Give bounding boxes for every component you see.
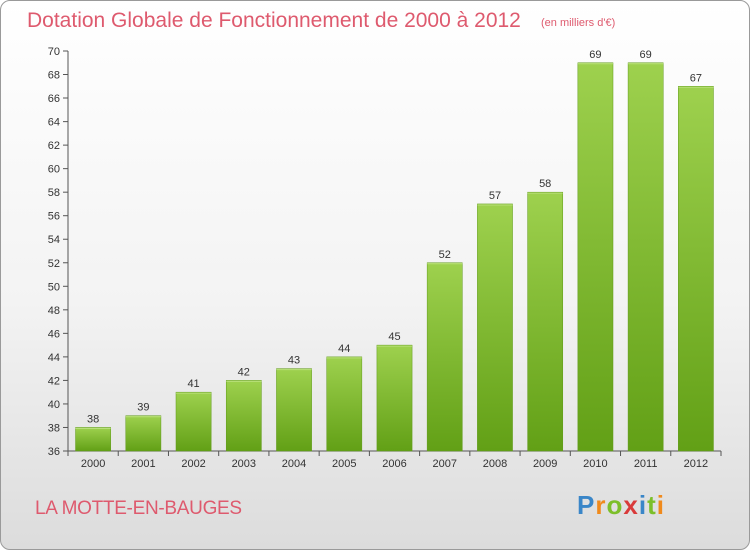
x-tick-label-2010: 2010 [583,458,607,470]
bar-2004 [276,368,312,452]
y-tick-label: 68 [48,70,60,82]
bar-2001 [125,415,162,452]
commune-name: LA MOTTE-EN-BAUGES [35,498,242,519]
value-label-2001: 39 [137,402,149,414]
logo-letter: i [656,490,665,520]
x-tick-label-2006: 2006 [382,458,406,470]
labels: 38 2000 39 2001 41 2002 42 2003 43 2004 44 2005 45 20… [81,49,708,470]
bar-2010 [577,62,614,452]
value-label-2009: 58 [539,178,551,190]
y-tick-label: 58 [48,187,60,199]
y-tick-label: 54 [48,234,60,246]
value-label-2004: 43 [288,355,300,367]
y-tick-label: 38 [48,422,60,434]
chart-title: Dotation Globale de Fonctionnement de 20… [27,9,521,32]
y-tick-label: 52 [48,258,60,270]
y-tick-label: 44 [48,352,60,364]
value-label-2002: 41 [187,378,199,390]
bar-2000 [75,427,111,452]
chart-subtitle: (en milliers d'€) [541,17,616,29]
logo-letter: r [595,490,607,520]
logo-letter: o [606,490,624,520]
value-label-2011: 69 [640,49,652,61]
y-tick-label: 42 [48,375,60,387]
bar-2006 [376,344,413,452]
y-tick-label: 50 [48,281,60,293]
logo-letter: t [647,490,657,520]
y-tick-label: 70 [48,46,60,58]
y-tick-label: 66 [48,93,60,105]
x-tick-label-2003: 2003 [232,458,256,470]
x-tick-label-2000: 2000 [81,458,105,470]
bar-2009 [527,191,564,452]
value-label-2008: 57 [489,190,501,202]
value-label-2000: 38 [87,413,99,425]
bar-2008 [477,203,513,452]
x-tick-label-2001: 2001 [131,458,155,470]
x-tick-label-2008: 2008 [483,458,507,470]
y-tick-label: 46 [48,328,60,340]
bar-2003 [225,380,262,452]
x-tick-label-2007: 2007 [432,458,456,470]
bar-2012 [678,86,714,452]
x-tick-label-2005: 2005 [332,458,356,470]
bar-2007 [426,262,463,452]
bar-2011 [627,62,664,452]
logo-letter: P [577,490,596,520]
y-tick-label: 36 [48,446,60,458]
value-label-2005: 44 [338,343,350,355]
y-tick-label: 64 [48,117,60,129]
x-tick-label-2004: 2004 [282,458,306,470]
y-tick-label: 56 [48,211,60,223]
x-tick-label-2009: 2009 [533,458,557,470]
y-tick-label: 60 [48,164,60,176]
value-label-2006: 45 [388,331,400,343]
value-label-2007: 52 [439,249,451,261]
value-label-2012: 67 [690,72,702,84]
proxiti-logo: Proxiti [577,490,665,521]
y-tick-label: 48 [48,305,60,317]
bar-2002 [175,391,212,452]
x-tick-label-2011: 2011 [634,458,658,470]
bars [75,62,714,452]
bar-2005 [326,356,363,452]
y-tick-label: 40 [48,399,60,411]
x-tick-label-2002: 2002 [181,458,205,470]
x-tick-label-2012: 2012 [684,458,708,470]
value-label-2003: 42 [238,366,250,378]
logo-letter: x [623,490,639,520]
value-label-2010: 69 [589,49,601,61]
y-tick-label: 62 [48,140,60,152]
logo-letter: i [638,490,648,520]
